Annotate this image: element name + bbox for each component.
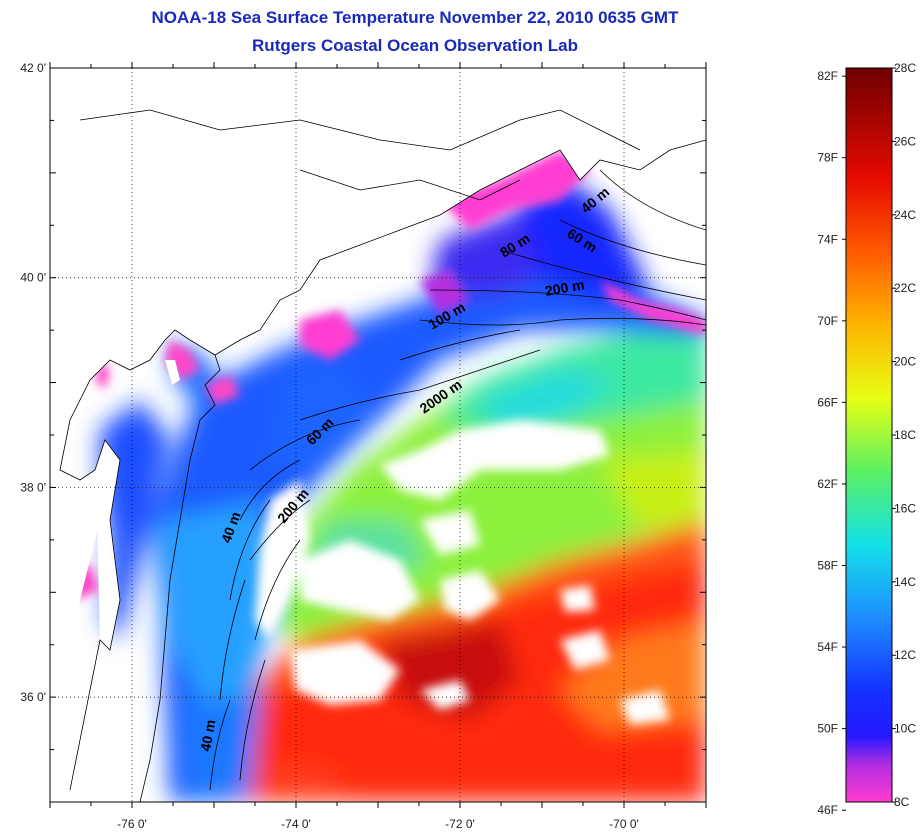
lat-tick-label: 40 0' [20, 271, 46, 285]
colorbar-f-label: 70F [817, 314, 838, 328]
axis-ticks [49, 62, 707, 808]
colorbar-c-label: 26C [894, 134, 916, 148]
lon-tick-label: -70 0' [609, 817, 639, 831]
lon-tick-label: -76 0' [117, 817, 147, 831]
colorbar-f-label: 62F [817, 477, 838, 491]
coastline-and-bathymetry [59, 109, 706, 802]
colorbar-c-label: 20C [894, 355, 916, 369]
colorbar: 82F 78F 74F 70F 66F 62F 58F 54F 50F 46F 28C 26C 24C… [817, 61, 916, 817]
colorbar-c-label: 24C [894, 208, 916, 222]
land-mask [50, 68, 706, 770]
map-title: NOAA-18 Sea Surface Temperature November… [151, 8, 679, 27]
latitude-axis-labels: 42 0' 40 0' 38 0' 36 0' [20, 61, 46, 704]
lat-tick-label: 38 0' [20, 480, 46, 494]
colorbar-c-label: 12C [894, 648, 916, 662]
colorbar-fahrenheit-labels: 82F 78F 74F 70F 66F 62F 58F 54F 50F 46F [817, 69, 846, 817]
colorbar-f-label: 50F [817, 722, 838, 736]
colorbar-f-label: 82F [817, 69, 838, 83]
contour-label: 40 m [197, 718, 218, 752]
lat-tick-label: 36 0' [20, 690, 46, 704]
lon-tick-label: -74 0' [281, 817, 311, 831]
lat-tick-label: 42 0' [20, 61, 46, 75]
colorbar-f-label: 74F [817, 232, 838, 246]
lon-tick-label: -72 0' [445, 817, 475, 831]
colorbar-f-label: 58F [817, 558, 838, 572]
sst-field [50, 68, 706, 802]
colorbar-c-label: 22C [894, 281, 916, 295]
colorbar-c-label: 8C [894, 795, 910, 809]
colorbar-f-label: 54F [817, 640, 838, 654]
colorbar-c-label: 14C [894, 575, 916, 589]
longitude-axis-labels: -76 0' -74 0' -72 0' -70 0' [117, 817, 639, 831]
colorbar-f-label: 46F [817, 803, 838, 817]
colorbar-f-label: 66F [817, 395, 838, 409]
map-subtitle: Rutgers Coastal Ocean Observation Lab [252, 36, 578, 55]
colorbar-f-label: 78F [817, 151, 838, 165]
colorbar-c-label: 18C [894, 428, 916, 442]
colorbar-gradient [846, 68, 892, 802]
contour-label: 200 m [544, 276, 586, 299]
colorbar-c-label: 10C [894, 722, 916, 736]
colorbar-c-label: 28C [894, 61, 916, 75]
colorbar-c-label: 16C [894, 501, 916, 515]
colorbar-celsius-labels: 28C 26C 24C 22C 20C 18C 16C 14C 12C 10C 8C [892, 61, 916, 809]
